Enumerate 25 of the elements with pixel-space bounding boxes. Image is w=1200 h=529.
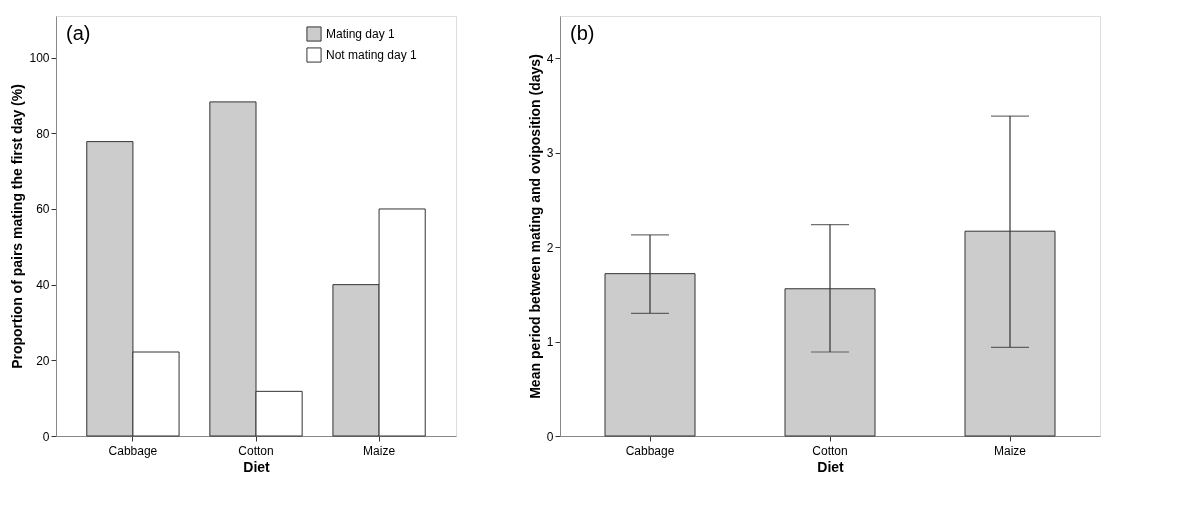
- y-tick-label: 1: [546, 335, 554, 350]
- y-axis-title: Proportion of pairs mating the first day (%): [9, 84, 26, 369]
- legend-label: Not mating day 1: [326, 48, 418, 62]
- y-tick-label: 2: [546, 240, 554, 255]
- x-tick-label: Cotton: [812, 443, 848, 458]
- x-tick-label: Cabbage: [625, 443, 675, 458]
- x-axis-title: Diet: [243, 458, 271, 475]
- chart-title: (b): [570, 22, 595, 44]
- chart-title: (a): [66, 22, 91, 44]
- y-tick-label: 100: [29, 51, 50, 66]
- x-tick-label: Maize: [363, 443, 396, 458]
- y-tick-label: 3: [546, 146, 554, 161]
- legend-label: Mating day 1: [326, 27, 396, 41]
- y-tick-label: 80: [36, 126, 50, 141]
- x-tick-label: Cotton: [238, 443, 274, 458]
- y-tick-label: 0: [42, 429, 50, 444]
- y-tick-label: 40: [36, 278, 50, 293]
- y-axis-title: Mean period between mating and oviposition (days): [526, 54, 543, 399]
- y-tick-label: 60: [36, 202, 50, 217]
- x-tick-label: Cabbage: [108, 443, 158, 458]
- x-tick-label: Maize: [993, 443, 1027, 458]
- y-tick-label: 0: [546, 429, 554, 444]
- x-axis-title: Diet: [817, 458, 845, 475]
- y-tick-label: 4: [546, 51, 554, 66]
- y-tick-label: 20: [36, 353, 50, 368]
